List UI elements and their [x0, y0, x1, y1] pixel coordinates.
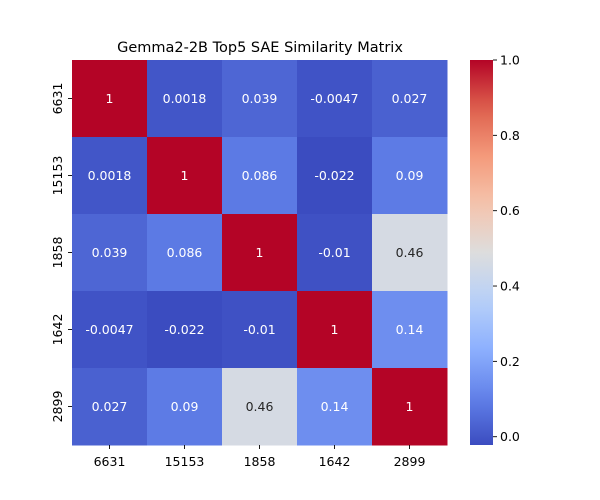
heatmap-cell — [297, 368, 373, 446]
heatmap-cell — [222, 137, 298, 215]
cell-annotation: 0.14 — [396, 322, 424, 337]
x-axis-ticks: 6631 15153 1858 1642 2899 — [94, 445, 426, 469]
chart-title: Gemma2-2B Top5 SAE Similarity Matrix — [117, 40, 403, 56]
heatmap-cells — [72, 60, 448, 446]
heatmap-cell — [222, 60, 298, 138]
cell-annotation: 0.027 — [92, 399, 128, 414]
heatmap-cell — [147, 60, 223, 138]
heatmap-cell — [72, 60, 148, 138]
heatmap-cell — [297, 214, 373, 292]
cell-annotation: 0.46 — [246, 399, 274, 414]
cell-annotation: -0.0047 — [85, 322, 133, 337]
cell-annotation: 1 — [331, 322, 339, 337]
colorbar-tick-label: 0.4 — [500, 279, 520, 294]
colorbar-tick-label: 1.0 — [500, 53, 520, 68]
cell-annotation: 0.086 — [167, 245, 203, 260]
cell-annotation: 1 — [406, 399, 414, 414]
colorbar-tick-label: 0.2 — [500, 354, 520, 369]
cell-annotation: 1 — [106, 91, 114, 106]
x-tick-label: 15153 — [165, 454, 205, 469]
heatmap-cell — [372, 368, 448, 446]
cell-annotation: -0.022 — [314, 168, 354, 183]
y-tick-label: 15153 — [50, 156, 65, 196]
heatmap-cell — [372, 291, 448, 369]
heatmap-cell — [147, 368, 223, 446]
heatmap-cell — [72, 291, 148, 369]
heatmap-cell — [372, 60, 448, 138]
heatmap-cell — [297, 60, 373, 138]
cell-annotation: 0.039 — [92, 245, 128, 260]
cell-annotation: 1 — [181, 168, 189, 183]
heatmap-cell — [297, 137, 373, 215]
x-tick-label: 1858 — [244, 454, 276, 469]
cell-annotation: -0.01 — [243, 322, 275, 337]
cell-annotation: 0.09 — [171, 399, 199, 414]
y-tick-label: 1858 — [50, 237, 65, 269]
cell-annotation: 0.027 — [392, 91, 428, 106]
y-tick-label: 6631 — [50, 83, 65, 115]
y-tick-label: 1642 — [50, 314, 65, 346]
colorbar-tick-label: 0.0 — [500, 429, 520, 444]
colorbar-tick-label: 0.6 — [500, 203, 520, 218]
heatmap-cell — [72, 214, 148, 292]
cell-annotations: 1 0.0018 0.039 -0.0047 0.027 0.0018 1 0.086 -0.0… — [85, 91, 427, 414]
heatmap-cell — [72, 368, 148, 446]
cell-annotation: 0.46 — [396, 245, 424, 260]
heatmap-cell — [297, 291, 373, 369]
colorbar-tick-label: 0.8 — [500, 128, 520, 143]
heatmap-cell — [72, 137, 148, 215]
x-tick-label: 6631 — [94, 454, 126, 469]
cell-annotation: 0.039 — [242, 91, 278, 106]
cell-annotation: 0.086 — [242, 168, 278, 183]
heatmap-cell — [222, 214, 298, 292]
cell-annotation: 0.0018 — [163, 91, 207, 106]
cell-annotation: -0.0047 — [310, 91, 358, 106]
heatmap-cell — [222, 368, 298, 446]
x-tick-label: 2899 — [394, 454, 426, 469]
heatmap-cell — [147, 291, 223, 369]
cell-annotation: 0.14 — [321, 399, 349, 414]
heatmap-cell — [372, 137, 448, 215]
cell-annotation: 1 — [256, 245, 264, 260]
cell-annotation: -0.01 — [318, 245, 350, 260]
colorbar-ticks: 0.0 0.2 0.4 0.6 0.8 1.0 — [493, 53, 520, 444]
cell-annotation: 0.09 — [396, 168, 424, 183]
y-axis-ticks: 6631 15153 1858 1642 2899 — [50, 83, 72, 423]
heatmap-cell — [147, 214, 223, 292]
cell-annotation: 0.0018 — [88, 168, 132, 183]
heatmap-cell — [147, 137, 223, 215]
heatmap-cell — [222, 291, 298, 369]
heatmap-cell — [372, 214, 448, 292]
y-tick-label: 2899 — [50, 391, 65, 423]
x-tick-label: 1642 — [319, 454, 351, 469]
cell-annotation: -0.022 — [164, 322, 204, 337]
colorbar — [470, 60, 493, 445]
